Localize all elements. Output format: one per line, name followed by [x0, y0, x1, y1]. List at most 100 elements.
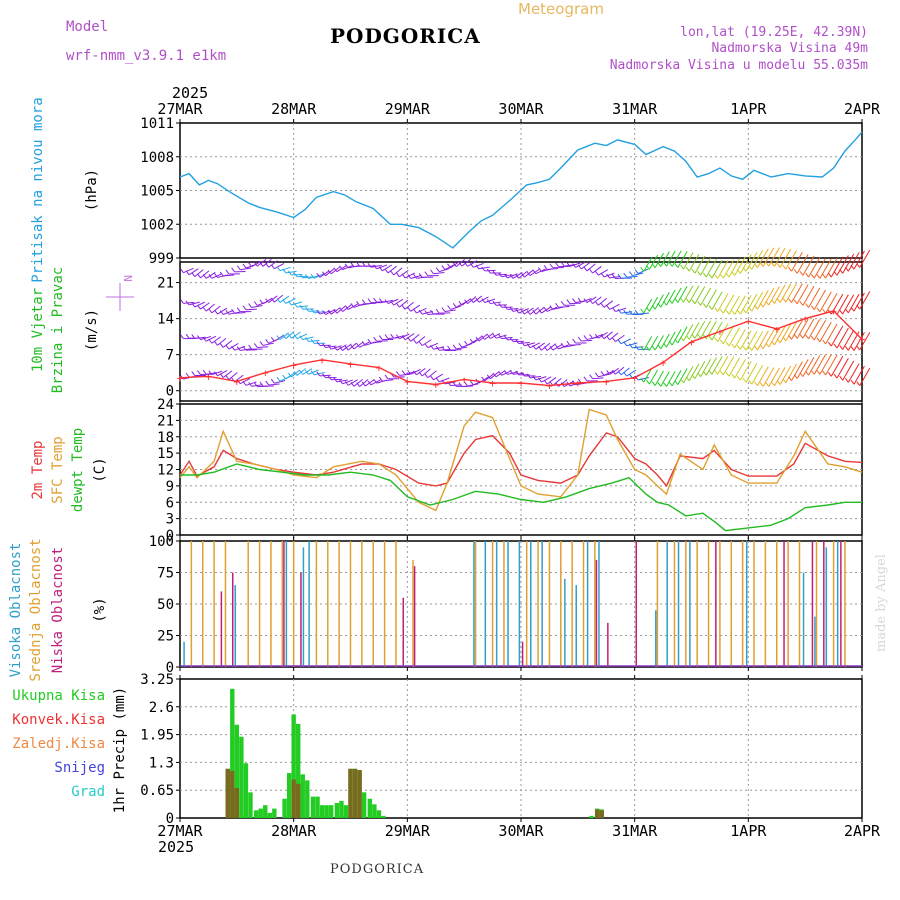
wind-barb [683, 324, 694, 342]
wind-barb [771, 299, 775, 304]
wind-barb [734, 359, 746, 379]
wind-speed-marker: + [859, 333, 866, 346]
wind-barb [668, 381, 673, 387]
wind-barb [791, 283, 803, 303]
wind-barb [799, 333, 804, 339]
wind-barb [825, 323, 838, 345]
wind-barb [450, 305, 462, 310]
wind-barb [677, 251, 688, 268]
wind-barb [842, 360, 855, 381]
y-tick-label: 15 [157, 446, 174, 462]
wind-barb [683, 252, 694, 270]
wind-barb [322, 373, 326, 378]
wind-barb [839, 375, 844, 381]
wind-barb [461, 258, 471, 267]
precip-conv-bar [599, 810, 604, 818]
wind-barb [526, 310, 531, 315]
wind-barb [464, 299, 468, 304]
wind-barb [825, 257, 838, 279]
wind-barb [333, 377, 338, 383]
wind-barb [739, 330, 752, 350]
wind-barb [274, 380, 286, 384]
wind-barb [253, 343, 258, 348]
wind-barb [799, 372, 804, 377]
wind-barb [819, 321, 832, 343]
wind-barb [617, 308, 622, 314]
wind-barb [717, 293, 729, 312]
wind-barb [256, 259, 267, 267]
wind-barb [717, 260, 729, 279]
wind-barb [688, 253, 700, 272]
wind-barb [509, 369, 514, 375]
wind-barb [745, 362, 758, 383]
x-tick-label-top: 27MAR [157, 100, 203, 118]
wind-barb [660, 371, 670, 387]
wind-barb [287, 333, 292, 339]
wind-barb [240, 267, 252, 271]
wind-barb [756, 366, 769, 386]
wind-barb [674, 263, 679, 268]
wind-barb [222, 340, 233, 348]
wind-barb [722, 259, 735, 279]
wind-barb [228, 343, 239, 350]
wind-barb [813, 320, 826, 341]
wind-barb [702, 303, 707, 308]
wind-barb [424, 343, 429, 348]
wind-barb [771, 381, 775, 387]
wind-barb [759, 382, 764, 387]
wind-barb [810, 335, 815, 341]
wind-speed-marker: + [773, 323, 780, 336]
wind-barb [791, 320, 803, 340]
wind-barb [805, 334, 809, 340]
temp-unit-label: (C) [92, 457, 108, 482]
wind-barb [634, 309, 639, 315]
wind-barb [739, 360, 752, 381]
wind-barb [856, 263, 861, 268]
wind-barb [219, 343, 224, 348]
wind-barb [373, 378, 378, 384]
wind-barb [327, 344, 332, 350]
wind-barb [560, 342, 565, 348]
wind-barb [293, 302, 298, 308]
precip-total-bar [372, 804, 377, 818]
wind-barb [461, 385, 473, 388]
wind-barb [316, 273, 321, 278]
wind-barb [214, 341, 218, 346]
wind-barb [268, 383, 280, 386]
wind-barb [293, 272, 298, 277]
precip-legend-item: Zaledj.Kisa [12, 736, 105, 752]
wind-barb [754, 304, 758, 310]
wind-barb [702, 272, 707, 278]
wind-barb [714, 307, 719, 312]
precip-legend-item: Grad [71, 784, 105, 800]
wind-barb [433, 373, 444, 381]
wind-barb [424, 271, 429, 277]
wind-barb [671, 329, 682, 346]
wind-barb [663, 300, 667, 306]
wind-barb [265, 262, 270, 268]
wind-barb [464, 381, 468, 387]
precip-axis-label: 1hr Precip (mm) [112, 687, 128, 813]
wind-barb [549, 263, 554, 269]
wind-barb [748, 264, 753, 270]
wind-barb [452, 262, 457, 267]
wind-barb [711, 321, 723, 341]
wind-barb [575, 261, 586, 268]
wind-barb [450, 384, 462, 386]
wind-barb [251, 260, 262, 268]
wind-barb [660, 292, 670, 308]
elevation-label: Nadmorska Visina 49m [711, 41, 868, 56]
wind-barb [768, 286, 780, 306]
wind-barb [538, 377, 542, 383]
wind-barb [859, 332, 871, 351]
wind-barb [796, 319, 809, 339]
wind-speed-marker: + [347, 358, 354, 371]
wind-barb [586, 263, 596, 272]
wind-barb [200, 270, 210, 279]
wind-barb [759, 262, 764, 267]
wind-barb [367, 380, 372, 386]
wind-barb [552, 378, 562, 386]
wind-barb [623, 309, 628, 315]
wind-barb [503, 335, 508, 341]
wind-barb [564, 344, 576, 348]
